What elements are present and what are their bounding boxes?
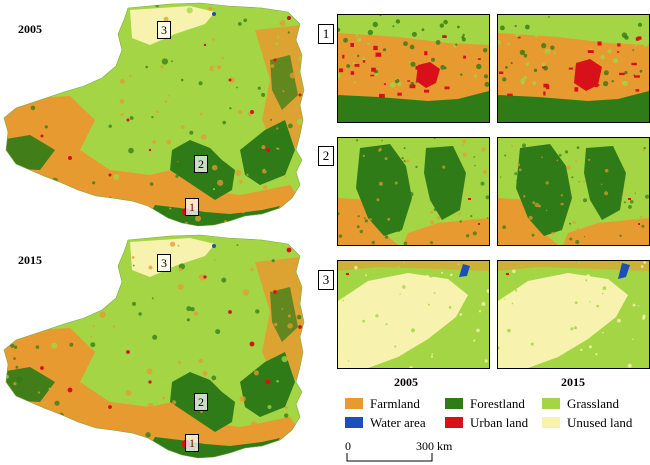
- legend-swatch-grassland: [542, 398, 560, 409]
- land-use-map-2005: [3, 2, 305, 227]
- map-2015-year-label: 2015: [18, 253, 42, 267]
- legend-swatch-unused-land: [542, 417, 560, 428]
- map-2015-region-box-2: 2: [194, 393, 208, 411]
- legend-label-grassland: Grassland: [567, 396, 619, 411]
- zoom-2-2015-panel: [497, 137, 650, 246]
- scale-bar-start-label: 0: [345, 439, 351, 453]
- column-year-2015: 2015: [561, 375, 585, 389]
- map-2005-region-box-2: 2: [194, 155, 208, 173]
- map-2015-region-box-1: 1: [185, 434, 199, 452]
- zoom-row-1-number: 1: [318, 24, 334, 44]
- legend-label-forestland: Forestland: [470, 396, 525, 411]
- scale-bar-end-label: 300 km: [416, 439, 453, 453]
- legend-label-water-area: Water area: [370, 415, 426, 430]
- map-2005-region-box-1: 1: [185, 198, 199, 216]
- legend-swatch-urban-land: [445, 417, 463, 428]
- zoom-row-3-number: 3: [318, 270, 334, 290]
- legend-swatch-water-area: [345, 417, 363, 428]
- zoom-3-2005-panel: [337, 260, 490, 369]
- legend-label-farmland: Farmland: [370, 396, 420, 411]
- zoom-1-2015-panel: [497, 14, 650, 123]
- map-2015-region-box-3: 3: [157, 254, 171, 272]
- land-use-map-2015: [3, 234, 305, 459]
- scale-bar: [346, 453, 433, 462]
- legend-label-unused-land: Unused land: [567, 415, 633, 430]
- legend-swatch-farmland: [345, 398, 363, 409]
- zoom-1-2005-panel: [337, 14, 490, 123]
- legend-swatch-forestland: [445, 398, 463, 409]
- legend-label-urban-land: Urban land: [470, 415, 529, 430]
- map-2005-region-box-3: 3: [157, 21, 171, 39]
- zoom-row-2-number: 2: [318, 146, 334, 166]
- zoom-2-2005-panel: [337, 137, 490, 246]
- map-2005-year-label: 2005: [18, 22, 42, 36]
- zoom-3-2015-panel: [497, 260, 650, 369]
- column-year-2005: 2005: [394, 375, 418, 389]
